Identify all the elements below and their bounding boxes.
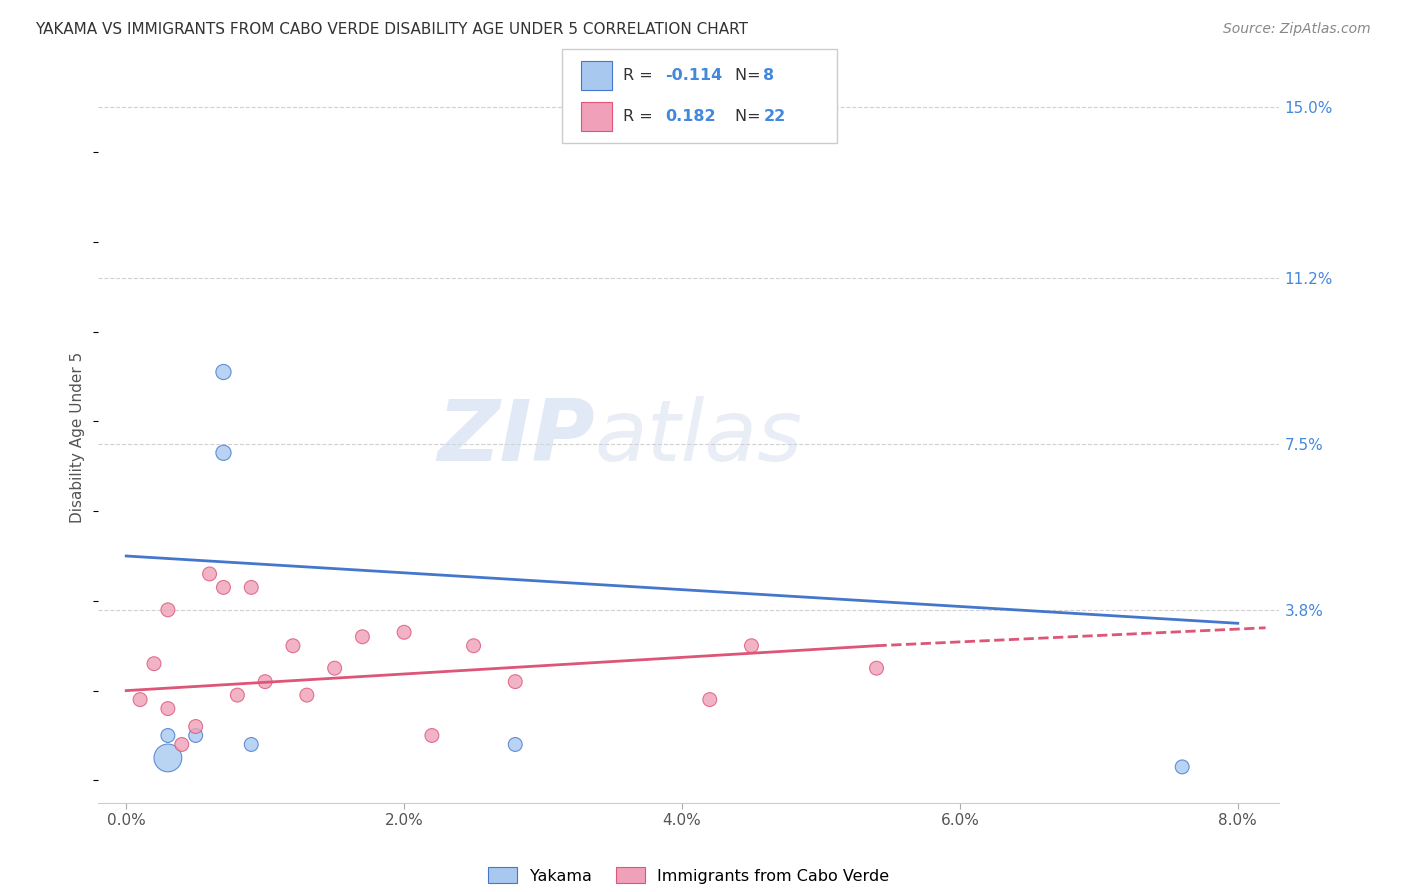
Point (240, 581, 263, 595)
Point (156, 603, 179, 617)
Point (212, 446, 235, 460)
Point (463, 639, 485, 653)
Point (170, 738, 193, 752)
Text: 22: 22 (763, 109, 786, 124)
Point (420, 729, 443, 743)
Point (156, 729, 179, 743)
Text: N=: N= (735, 109, 766, 124)
Point (323, 661, 346, 675)
Point (212, 365, 235, 379)
Text: 8: 8 (763, 68, 775, 83)
Point (184, 729, 207, 743)
Point (699, 692, 721, 706)
Point (240, 738, 263, 752)
Text: R =: R = (623, 68, 658, 83)
Point (295, 688, 318, 702)
Point (156, 701, 179, 715)
Text: YAKAMA VS IMMIGRANTS FROM CABO VERDE DISABILITY AGE UNDER 5 CORRELATION CHART: YAKAMA VS IMMIGRANTS FROM CABO VERDE DIS… (35, 22, 748, 37)
Point (143, 657, 166, 671)
Point (865, 661, 887, 675)
Point (352, 630, 374, 644)
Text: Source: ZipAtlas.com: Source: ZipAtlas.com (1223, 22, 1371, 37)
Point (226, 688, 249, 702)
Text: atlas: atlas (595, 395, 803, 479)
Point (212, 581, 235, 595)
Text: -0.114: -0.114 (665, 68, 723, 83)
Point (740, 639, 762, 653)
Text: R =: R = (623, 109, 658, 124)
Point (1171, 760, 1194, 774)
Text: N=: N= (735, 68, 766, 83)
Point (503, 738, 526, 752)
Point (129, 692, 152, 706)
Point (184, 719, 207, 733)
Y-axis label: Disability Age Under 5: Disability Age Under 5 (70, 351, 86, 523)
Point (392, 625, 415, 640)
Point (281, 639, 304, 653)
Point (198, 566, 221, 581)
Point (156, 751, 179, 765)
Point (254, 674, 277, 689)
Text: ZIP: ZIP (437, 395, 595, 479)
Point (503, 674, 526, 689)
Text: 0.182: 0.182 (665, 109, 716, 124)
Legend: Yakama, Immigrants from Cabo Verde: Yakama, Immigrants from Cabo Verde (482, 861, 896, 890)
